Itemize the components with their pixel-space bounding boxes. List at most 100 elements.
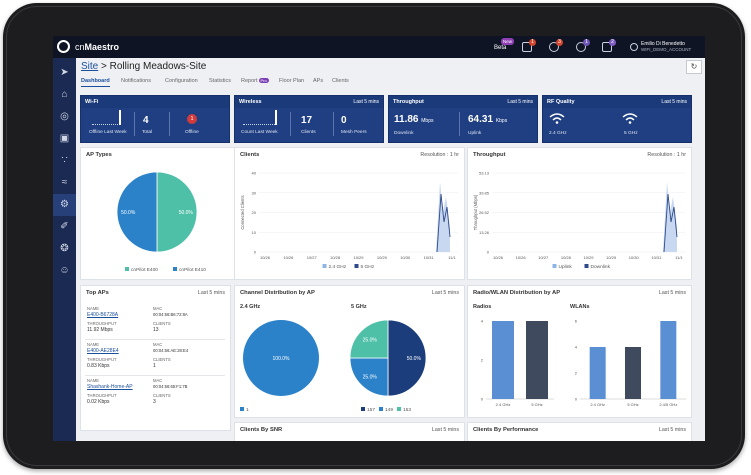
wifi-card[interactable]: Wi-Fi Offline Last Week 4 Total 1 Offlin… bbox=[80, 95, 230, 143]
wifi-total-label: Total bbox=[142, 130, 153, 135]
mesh-peers-value: 0 bbox=[341, 115, 347, 126]
tab-notifications[interactable]: Notifications bbox=[121, 78, 151, 84]
user-name[interactable]: Emilio Di Benedetto bbox=[641, 41, 685, 47]
rf-quality-card[interactable]: RF Quality Last 5 mins 2.4 GHz 5 GHz bbox=[542, 95, 692, 143]
bell-badge: 1 bbox=[529, 39, 536, 46]
breadcrumb-site-link[interactable]: Site bbox=[81, 61, 99, 72]
radio-wlan-range: Last 5 mins bbox=[658, 290, 686, 296]
top-aps-range: Last 5 mins bbox=[197, 290, 225, 296]
wifi-offline-label: Offline bbox=[185, 130, 199, 135]
sidebar-item-9[interactable]: ☺ bbox=[53, 260, 76, 282]
downlink-label: Downlink bbox=[394, 131, 414, 136]
sidebar-wifi-icon: ≈ bbox=[61, 177, 68, 188]
throughput-card[interactable]: Throughput Last 5 mins 11.86 Mbps Downli… bbox=[388, 95, 538, 143]
y-tick-label: 4 bbox=[575, 345, 578, 350]
pie-data-label: 50.0% bbox=[121, 210, 136, 216]
ap-name-link[interactable]: E400-B6728A bbox=[87, 312, 119, 318]
uplink-label: Uplink bbox=[468, 131, 482, 136]
legend-swatch bbox=[397, 407, 401, 411]
y-tick-label: 53.13 bbox=[479, 171, 490, 176]
ap-clients-key: CLIENTS bbox=[153, 321, 171, 326]
sidebar-item-5[interactable]: ≈ bbox=[53, 172, 76, 194]
sidebar-item-8[interactable]: ❂ bbox=[53, 238, 76, 260]
legend-label: 2.4 GHz bbox=[329, 264, 347, 270]
wifi-total-value: 4 bbox=[143, 115, 149, 126]
legend-label: 1 bbox=[246, 407, 249, 413]
row-divider bbox=[85, 375, 225, 376]
y-axis-label: Connected Clients bbox=[240, 195, 245, 229]
wireless-card-body: Count Last Week 17 Clients 0 Mesh Peers bbox=[235, 108, 383, 142]
channel-distribution-chart: 100.0% 1 50.0% 25.0% 25.0% 157 149 153 bbox=[240, 319, 427, 413]
clients-chart: 0 10 20 30 40 Connected Clients 10/26 10/26 10/2… bbox=[240, 171, 458, 270]
x-tick-label: 10/31 bbox=[651, 255, 662, 260]
y-tick-label: 26.52 bbox=[479, 210, 490, 215]
rf-quality-card-range: Last 5 mins bbox=[661, 99, 687, 105]
clients-sparkline bbox=[243, 124, 275, 126]
sidebar-item-6[interactable]: ⚙ bbox=[53, 194, 76, 216]
card-divider bbox=[290, 112, 291, 136]
x-tick-label: 10/29 bbox=[606, 255, 617, 260]
uplink-number: 64.31 bbox=[468, 114, 494, 125]
legend-swatch bbox=[552, 264, 557, 268]
user-avatar-icon[interactable] bbox=[630, 43, 638, 51]
ap-throughput-key: THROUGHPUT bbox=[87, 357, 117, 362]
ap-mac-key: MAC bbox=[153, 378, 163, 383]
alarm-icon[interactable] bbox=[549, 42, 559, 52]
x-tick-label: 10/30 bbox=[400, 255, 411, 260]
sidebar-item-0[interactable]: ➤ bbox=[53, 62, 76, 84]
offline-last-week-label: Offline Last Week bbox=[89, 130, 127, 135]
ap-throughput-key: THROUGHPUT bbox=[87, 393, 117, 398]
tab-floor-plan[interactable]: Floor Plan bbox=[279, 78, 305, 84]
y-tick-label: 20 bbox=[252, 210, 257, 215]
legend-swatch bbox=[379, 407, 383, 411]
area-series-1 bbox=[663, 182, 677, 252]
tab-dashboard[interactable]: Dashboard bbox=[81, 78, 110, 87]
tab-configuration[interactable]: Configuration bbox=[165, 78, 198, 84]
downlink-unit: Mbps bbox=[421, 118, 434, 124]
ap-name-key: NAME bbox=[87, 378, 100, 383]
refresh-button[interactable]: ↻ bbox=[686, 60, 702, 74]
top-aps-panel: Top APs Last 5 mins NAME MAC THROUGHPUT CLI… bbox=[80, 285, 231, 431]
throughput-resolution[interactable]: Resolution : 1 hr bbox=[647, 152, 686, 158]
wireless-card-title: Wireless bbox=[239, 99, 262, 105]
row-divider bbox=[85, 339, 225, 340]
x-tick-label: 11/1 bbox=[675, 255, 683, 260]
sidebar-item-3[interactable]: ▣ bbox=[53, 128, 76, 150]
sidebar-item-1[interactable]: ⌂ bbox=[53, 84, 76, 106]
legend-label: 149 bbox=[385, 407, 393, 413]
ap-name-link[interactable]: Shashank-Home-AP bbox=[87, 384, 133, 390]
pie-slice bbox=[387, 319, 427, 397]
ap-mac-value: 00:04:56:AE:28:E4 bbox=[153, 348, 189, 353]
y-tick-label: 30 bbox=[252, 190, 257, 195]
y-axis-label: Throughput (Mbps) bbox=[473, 194, 478, 230]
task-icon[interactable] bbox=[576, 42, 586, 52]
clients-resolution[interactable]: Resolution : 1 hr bbox=[420, 152, 459, 158]
sidebar-item-7[interactable]: ✐ bbox=[53, 216, 76, 238]
wireless-clients-label: Clients bbox=[301, 130, 316, 135]
tab-clients[interactable]: Clients bbox=[332, 78, 349, 84]
x-tick-label: 2.4 GHz bbox=[590, 402, 605, 407]
pie-slice bbox=[349, 357, 389, 397]
pie-data-label: 100.0% bbox=[273, 356, 291, 362]
beta-link[interactable]: Beta bbox=[494, 45, 507, 51]
new-badge: New bbox=[501, 38, 515, 45]
throughput-card-body: 11.86 Mbps Downlink 64.31 Kbps Uplink bbox=[389, 108, 537, 142]
sidebar-item-4[interactable]: ∵ bbox=[53, 150, 76, 172]
bell-icon[interactable] bbox=[522, 42, 532, 52]
ap-name-link[interactable]: E400-AE28E4 bbox=[87, 348, 119, 354]
card-divider bbox=[459, 112, 460, 136]
wireless-card[interactable]: Wireless Last 5 mins Count Last Week 17 … bbox=[234, 95, 384, 143]
event-icon[interactable] bbox=[602, 42, 612, 52]
tab-statistics[interactable]: Statistics bbox=[209, 78, 232, 84]
tab-aps[interactable]: APs bbox=[313, 78, 324, 84]
brand-logo[interactable]: cnMaestro bbox=[75, 42, 119, 52]
wlans-heading: WLANs bbox=[570, 304, 590, 310]
clients-by-performance-panel: Clients By Performance Last 5 mins bbox=[467, 422, 692, 441]
tab-report[interactable]: Report Pro bbox=[241, 78, 269, 84]
sidebar-item-2[interactable]: ◎ bbox=[53, 106, 76, 128]
ap-mac-value: 00:04:56:65:F1:7B bbox=[153, 384, 188, 389]
channel-2g-heading: 2.4 GHz bbox=[240, 304, 261, 310]
throughput-panel: Throughput Resolution : 1 hr 0 13.26 26.52… bbox=[467, 147, 692, 280]
throughput-chart: 0 13.26 26.52 39.85 53.13 Throughput (Mbps) 10… bbox=[473, 171, 685, 270]
throughput-title: Throughput bbox=[473, 152, 506, 158]
